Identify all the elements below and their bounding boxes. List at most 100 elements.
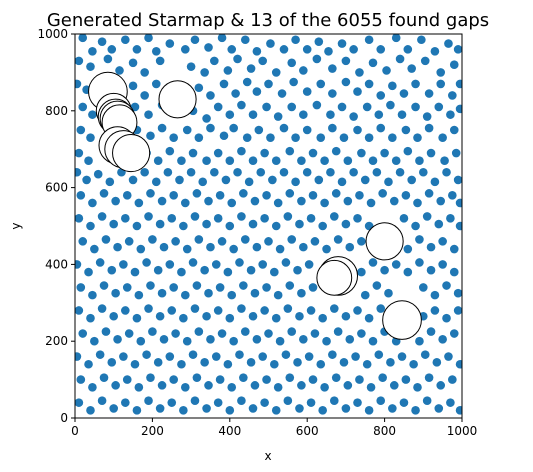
star-point — [314, 37, 324, 46]
star-point — [376, 304, 386, 313]
star-point — [136, 244, 146, 254]
x-tick-label: 400 — [218, 424, 241, 438]
star-point — [130, 267, 140, 277]
star-point — [314, 175, 324, 185]
star-point — [146, 281, 155, 290]
star-point — [76, 125, 86, 135]
star-point — [202, 311, 211, 321]
star-point — [262, 375, 271, 384]
star-point — [376, 123, 386, 133]
star-point — [155, 56, 165, 66]
star-point — [360, 290, 370, 300]
star-point — [188, 350, 198, 359]
star-point — [426, 242, 436, 252]
x-tick-label: 800 — [373, 424, 396, 438]
star-point — [229, 123, 238, 133]
star-point — [436, 79, 446, 89]
star-point — [190, 304, 200, 313]
star-point — [213, 214, 223, 223]
star-point — [364, 133, 374, 142]
star-point — [289, 77, 298, 87]
star-point — [157, 381, 167, 390]
star-point — [376, 45, 386, 54]
star-point — [420, 56, 430, 66]
star-point — [326, 110, 335, 119]
star-point — [426, 327, 436, 336]
star-point — [391, 34, 401, 43]
star-point — [449, 60, 459, 70]
star-point — [345, 242, 355, 252]
star-point — [101, 235, 111, 244]
star-point — [86, 221, 95, 231]
star-point — [357, 329, 366, 338]
star-point — [403, 45, 413, 54]
star-point — [179, 221, 188, 231]
star-point — [422, 112, 432, 121]
star-point — [264, 329, 273, 338]
star-point — [448, 91, 457, 100]
star-point — [329, 212, 339, 221]
star-point — [237, 146, 246, 156]
star-point — [434, 219, 444, 229]
star-point — [182, 244, 192, 254]
star-point — [177, 359, 186, 369]
star-point — [134, 198, 144, 208]
star-point — [453, 306, 462, 315]
y-tick-label: 800 — [45, 104, 68, 118]
star-point — [413, 382, 422, 392]
star-point — [372, 167, 382, 177]
star-point — [99, 373, 109, 382]
gap-circle — [316, 259, 353, 296]
star-point — [449, 329, 459, 338]
star-point — [455, 198, 462, 208]
star-point — [295, 311, 304, 321]
star-point — [436, 381, 446, 390]
star-point — [287, 235, 297, 244]
star-point — [357, 237, 366, 246]
star-point — [376, 91, 386, 100]
star-point — [299, 334, 308, 344]
star-point — [227, 290, 237, 300]
star-point — [177, 156, 186, 166]
star-point — [128, 175, 138, 185]
star-point — [128, 58, 138, 68]
star-point — [76, 375, 86, 384]
star-point — [165, 146, 175, 156]
star-point — [339, 133, 349, 142]
star-point — [103, 54, 113, 64]
star-point — [175, 175, 184, 185]
star-point — [198, 177, 208, 187]
star-point — [229, 244, 238, 254]
star-point — [225, 406, 235, 415]
star-point — [453, 45, 462, 54]
gap-circle — [382, 300, 422, 340]
star-point — [153, 358, 163, 367]
star-point — [194, 83, 204, 93]
star-point — [446, 398, 455, 407]
star-point — [140, 68, 149, 77]
star-point — [124, 237, 134, 246]
points-layer — [75, 34, 462, 415]
star-point — [353, 306, 362, 315]
star-point — [148, 235, 157, 244]
star-point — [366, 382, 376, 392]
star-point — [366, 198, 376, 208]
star-point — [227, 198, 237, 208]
star-point — [426, 265, 436, 275]
star-point — [182, 125, 192, 135]
star-point — [353, 125, 362, 135]
star-point — [353, 87, 362, 96]
star-point — [140, 91, 149, 100]
star-point — [266, 133, 275, 142]
star-point — [252, 242, 262, 252]
star-point — [287, 58, 297, 68]
star-point — [78, 102, 88, 112]
star-point — [455, 104, 462, 114]
x-axis-ticks: 0 200 400 600 800 1000 — [71, 418, 477, 438]
star-point — [206, 123, 215, 133]
star-point — [299, 110, 308, 119]
star-point — [192, 281, 202, 290]
star-point — [349, 45, 358, 54]
star-point — [444, 352, 453, 361]
star-point — [372, 281, 382, 290]
